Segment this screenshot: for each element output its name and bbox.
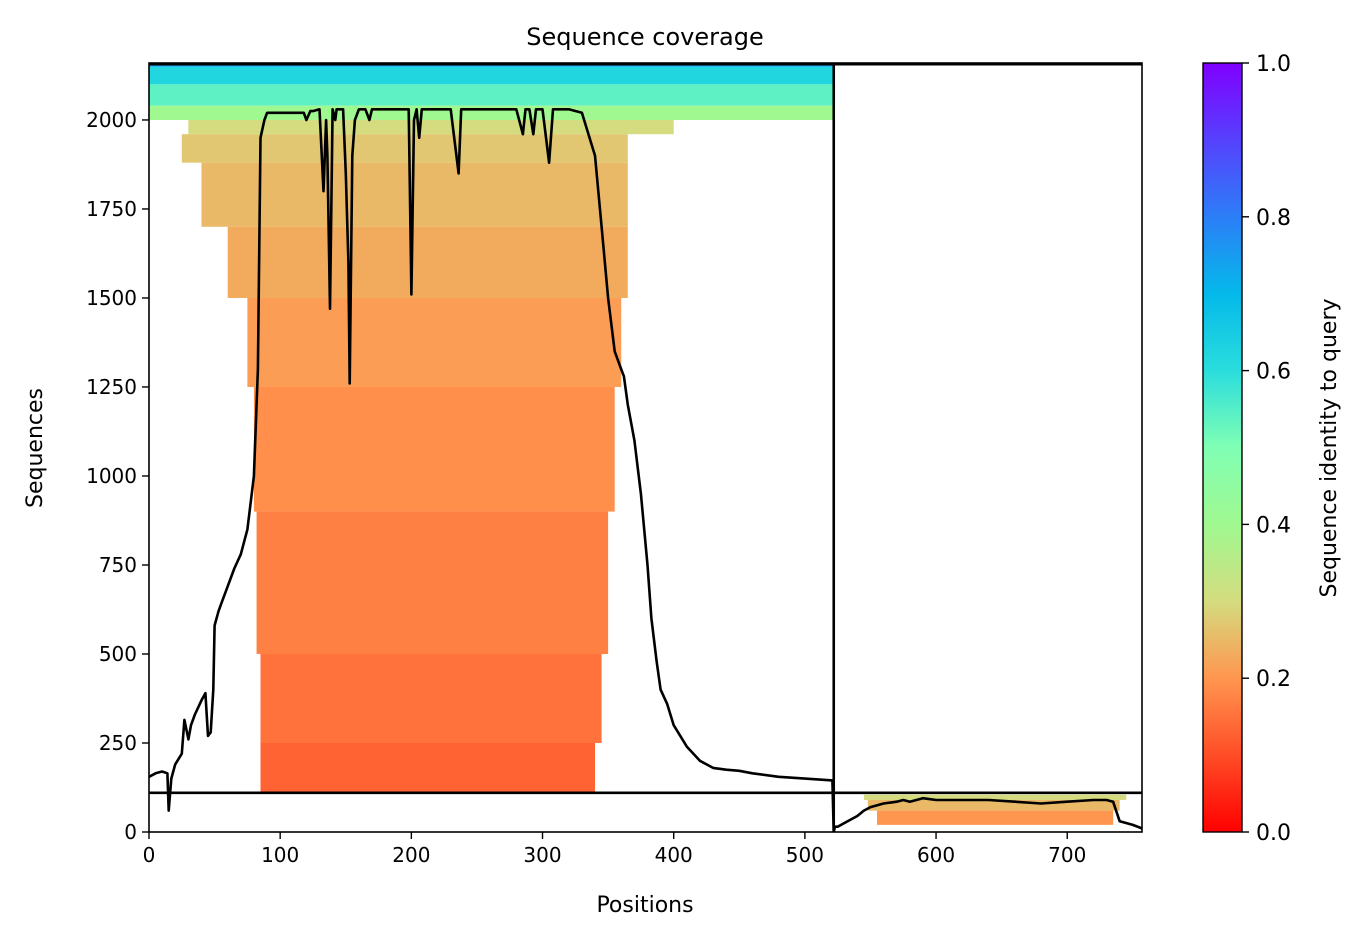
y-axis: 0 250 500 750 1000 1250 1500 1750 2000 bbox=[86, 108, 149, 844]
x-tick-label: 200 bbox=[392, 843, 430, 867]
x-tick-label: 700 bbox=[1048, 843, 1086, 867]
colorbar-tick-label: 0.6 bbox=[1256, 360, 1291, 385]
colorbar bbox=[1202, 62, 1243, 833]
plot-frame bbox=[148, 62, 1143, 833]
chart-title: Sequence coverage bbox=[526, 23, 763, 51]
heatmap-band bbox=[181, 134, 628, 163]
coverage-line bbox=[149, 108, 1142, 832]
colorbar-tick-label: 0.8 bbox=[1256, 206, 1291, 231]
y-tick-label: 750 bbox=[99, 553, 137, 577]
colorbar-tick-label: 0.4 bbox=[1256, 513, 1291, 538]
x-tick-label: 500 bbox=[786, 843, 824, 867]
coverage-line-layer bbox=[149, 108, 1142, 832]
heatmap-band bbox=[253, 386, 615, 512]
heatmap-band bbox=[149, 66, 834, 85]
heatmap-band bbox=[149, 105, 834, 120]
x-tick-label: 100 bbox=[261, 843, 299, 867]
y-tick-label: 2000 bbox=[86, 108, 137, 132]
heatmap-band bbox=[149, 84, 834, 106]
y-axis-label: Sequences bbox=[23, 388, 48, 508]
heatmap-band bbox=[867, 799, 1120, 811]
y-tick-label: 500 bbox=[99, 642, 137, 666]
x-tick-label: 300 bbox=[523, 843, 561, 867]
x-tick-label: 0 bbox=[143, 843, 156, 867]
heatmap-band bbox=[247, 297, 622, 387]
chain-boundaries bbox=[149, 62, 1142, 832]
colorbar-axis: 0.0 0.2 0.4 0.6 0.8 1.0 bbox=[1242, 52, 1291, 846]
heatmap-band bbox=[863, 794, 1127, 800]
heatmap-band bbox=[201, 162, 628, 227]
heatmap-band bbox=[256, 511, 609, 654]
heatmap-band bbox=[260, 653, 602, 743]
x-tick-label: 400 bbox=[655, 843, 693, 867]
y-tick-label: 1000 bbox=[86, 464, 137, 488]
x-tick-label: 600 bbox=[917, 843, 955, 867]
heatmap-layer bbox=[149, 63, 1127, 825]
x-axis: 0 100 200 300 400 500 600 700 bbox=[143, 832, 1086, 867]
y-tick-label: 1250 bbox=[86, 375, 137, 399]
colorbar-tick-label: 0.0 bbox=[1256, 821, 1291, 846]
x-axis-label: Positions bbox=[596, 893, 693, 918]
heatmap-band bbox=[227, 226, 628, 298]
y-tick-label: 0 bbox=[124, 820, 137, 844]
y-tick-label: 1750 bbox=[86, 197, 137, 221]
heatmap-band bbox=[260, 742, 595, 793]
y-tick-label: 250 bbox=[99, 731, 137, 755]
colorbar-tick-label: 1.0 bbox=[1256, 52, 1291, 77]
colorbar-tick-label: 0.2 bbox=[1256, 667, 1291, 692]
colorbar-label: Sequence identity to query bbox=[1317, 298, 1342, 597]
y-tick-label: 1500 bbox=[86, 286, 137, 310]
heatmap-band bbox=[877, 810, 1114, 825]
